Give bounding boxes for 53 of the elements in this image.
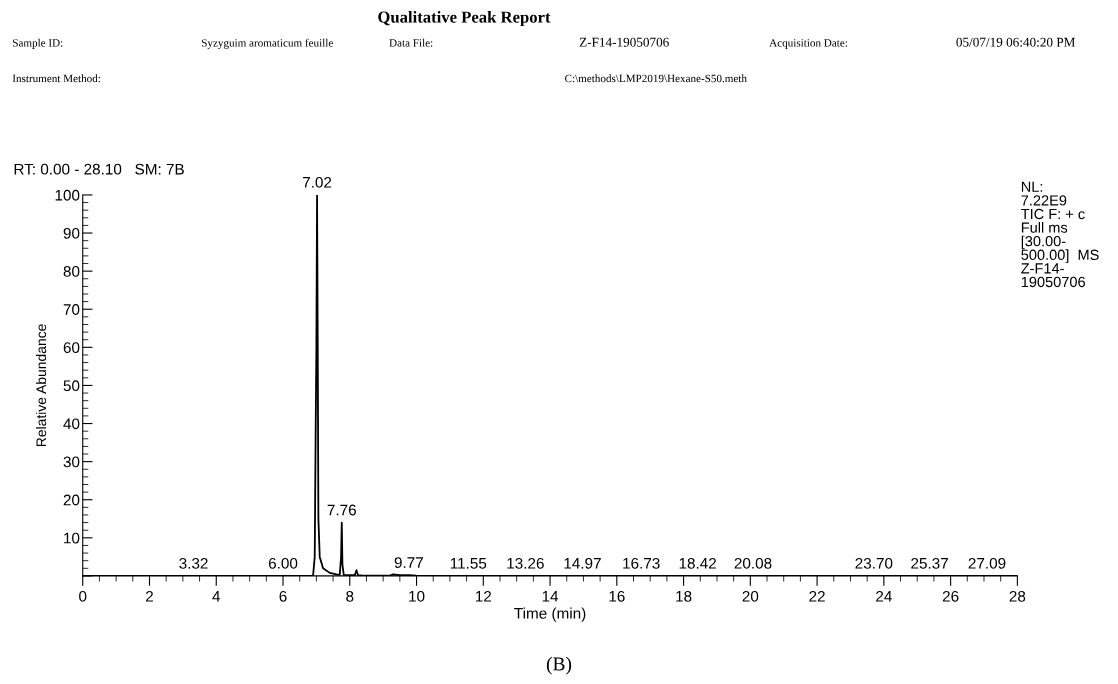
text: RT: 0.00 - 28.10 SM: 7B: [14, 163, 184, 175]
x-tick-label: 16: [609, 590, 625, 602]
y-tick-label: 70: [63, 304, 80, 315]
x-tick-label: 20: [742, 590, 759, 602]
annotation: 25.37: [911, 557, 948, 569]
y-tick-label: 10: [64, 532, 80, 544]
y-tick-label: 100: [55, 189, 80, 201]
x-tick-label: 10: [409, 590, 425, 602]
y-tick-label: 20: [63, 494, 80, 506]
x-axis-title: Time (min): [514, 607, 586, 622]
y-tick-label: 50: [63, 380, 80, 392]
y-tick-label: 80: [63, 266, 80, 277]
text: Syzyguim aromaticum feuille: [201, 38, 333, 49]
x-tick-label: 24: [876, 590, 892, 602]
text: (B): [546, 656, 572, 675]
annotation: 20.08: [734, 557, 772, 569]
text: NL: 7.22E9 TIC F: + c Full ms [30.00- 500.00] MS Z-F14- 19050706: [1021, 181, 1099, 288]
x-tick-label: 0: [79, 590, 87, 602]
text: 05/07/19 06:40:20 PM: [956, 37, 1075, 47]
annotation: 7.76: [327, 504, 356, 516]
annotation: 3.32: [179, 557, 208, 569]
y-axis-title: Relative Abundance: [35, 324, 47, 447]
annotation: 13.26: [507, 557, 544, 569]
x-tick-label: 14: [542, 591, 559, 602]
x-tick-label: 2: [146, 590, 153, 602]
x-tick-label: 4: [212, 591, 221, 602]
x-tick-label: 12: [475, 590, 492, 602]
x-tick-label: 22: [809, 590, 825, 602]
text: C:\methods\LMP2019\Hexane-S50.meth: [565, 74, 747, 83]
y-tick-label: 60: [63, 342, 80, 354]
x-tick-label: 18: [676, 590, 692, 602]
y-tick-label: 30: [63, 456, 80, 468]
text: Sample ID:: [13, 38, 63, 49]
text: Instrument Method:: [12, 74, 100, 83]
annotation: 14.97: [564, 557, 601, 569]
x-tick-label: 28: [1009, 590, 1026, 602]
annotation: 18.42: [679, 557, 716, 569]
x-tick-label: 6: [279, 590, 287, 602]
annotation: 11.55: [450, 558, 487, 569]
annotation: 7.02: [302, 176, 332, 188]
annotation: 27.09: [968, 557, 1006, 569]
annotation: 23.70: [855, 557, 893, 569]
x-tick-label: 26: [942, 590, 959, 602]
annotation: 16.73: [623, 557, 660, 569]
text: Z-F14-19050706: [579, 37, 669, 47]
y-tick-label: 90: [63, 227, 80, 239]
y-tick-label: 40: [63, 418, 80, 430]
text: Acquisition Date:: [769, 39, 847, 49]
chart-title: Qualitative Peak Report: [378, 11, 551, 27]
x-tick-label: 8: [346, 590, 354, 602]
text: Data File:: [389, 38, 433, 47]
annotation: 9.77: [394, 557, 423, 568]
annotation: 6.00: [268, 557, 298, 569]
